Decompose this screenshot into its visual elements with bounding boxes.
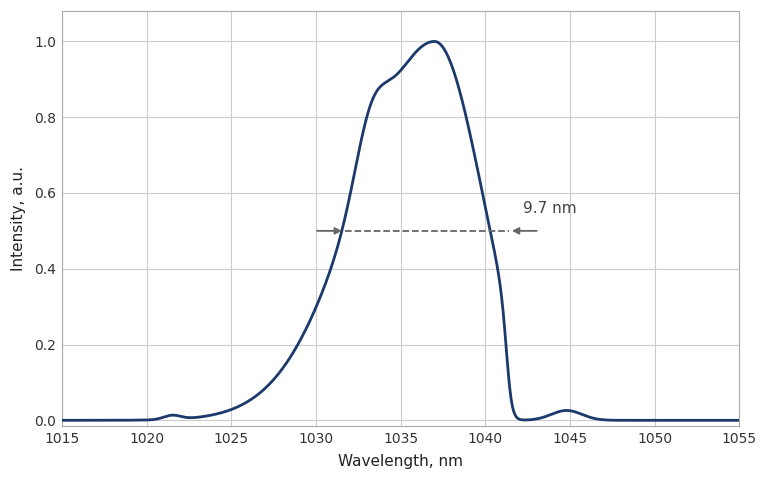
Text: 9.7 nm: 9.7 nm [522,201,576,216]
Y-axis label: Intensity, a.u.: Intensity, a.u. [11,166,26,271]
X-axis label: Wavelength, nm: Wavelength, nm [338,454,463,469]
